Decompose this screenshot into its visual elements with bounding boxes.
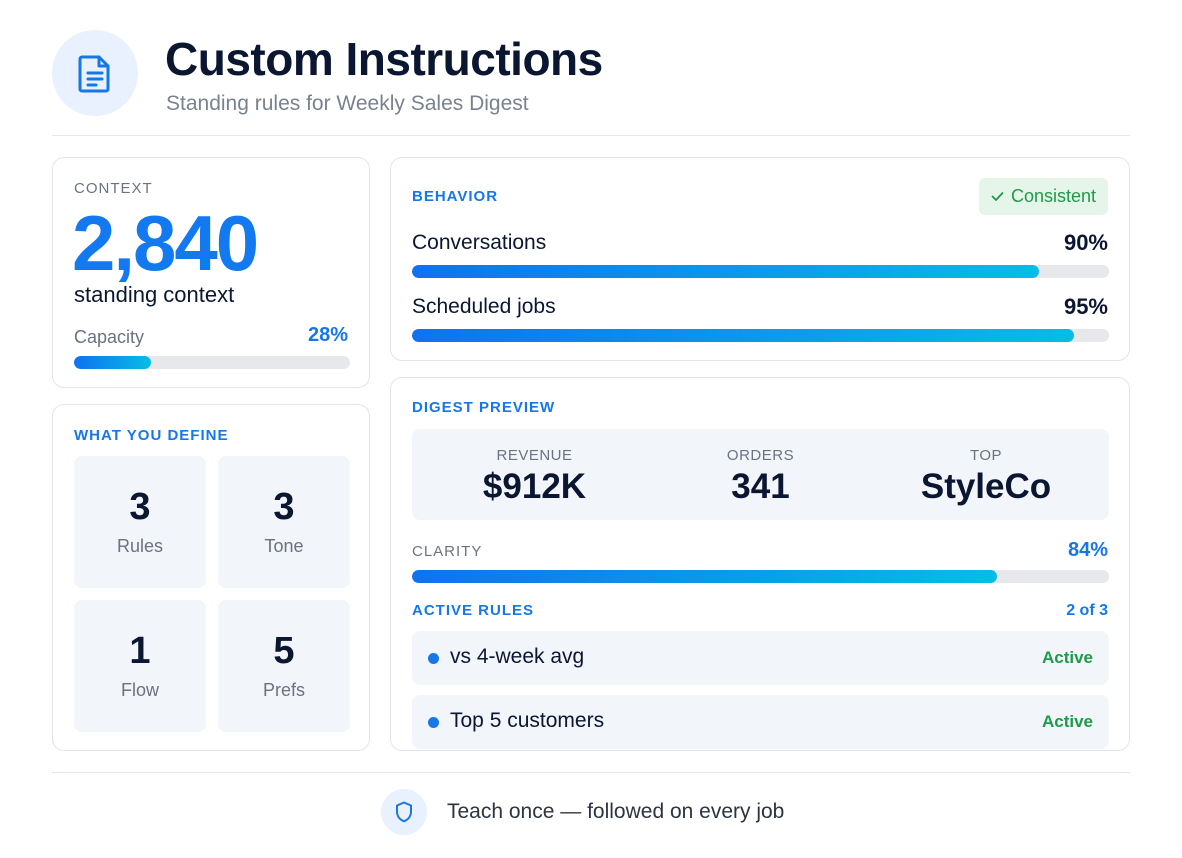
digest-card: DIGEST PREVIEW REVENUE $912K ORDERS 341 …: [390, 377, 1130, 751]
shield-icon: [381, 789, 427, 835]
tile-rules[interactable]: 3 Rules: [74, 456, 206, 588]
consistent-badge: Consistent: [978, 178, 1108, 215]
clarity-bar-fill: [412, 570, 998, 583]
tile-label: Tone: [264, 536, 304, 556]
page-title: Custom Instructions: [165, 33, 603, 85]
bullet-dot-icon: [428, 717, 439, 728]
scheduled-jobs-bar-fill: [412, 329, 1075, 342]
stat-value: $912K: [482, 467, 587, 506]
tile-count: 3: [273, 486, 295, 528]
tile-count: 3: [129, 486, 151, 528]
stat-key: REVENUE: [496, 447, 573, 464]
conversations-bar: [412, 265, 1109, 278]
tile-flow[interactable]: 1 Flow: [74, 600, 206, 732]
rule-status: Active: [1041, 712, 1093, 731]
behavior-row-name: Conversations: [412, 231, 547, 254]
context-label: CONTEXT: [74, 180, 153, 197]
bullet-dot-icon: [428, 653, 439, 664]
rule-text: vs 4-week avg: [450, 645, 585, 668]
behavior-row-name: Scheduled jobs: [412, 295, 556, 318]
clarity-value: 84%: [1067, 539, 1108, 561]
tile-label: Prefs: [262, 680, 305, 700]
capacity-label: Capacity: [74, 327, 145, 347]
tile-count: 5: [273, 630, 295, 672]
clarity-bar: [412, 570, 1109, 583]
rule-status: Active: [1041, 648, 1093, 667]
tile-label: Flow: [120, 680, 159, 700]
define-label: WHAT YOU DEFINE: [74, 427, 229, 444]
scheduled-jobs-bar: [412, 329, 1109, 342]
rule-item[interactable]: vs 4-week avg Active: [412, 631, 1109, 685]
tile-label: Rules: [116, 536, 164, 556]
footer-tagline: Teach once — followed on every job: [447, 800, 785, 823]
context-value: 2,840: [72, 199, 259, 287]
tile-prefs[interactable]: 5 Prefs: [218, 600, 350, 732]
tile-tone[interactable]: 3 Tone: [218, 456, 350, 588]
clarity-label: CLARITY: [412, 543, 483, 560]
behavior-card: BEHAVIOR Consistent Conversations 90% Sc…: [390, 157, 1130, 361]
stat-value: 341: [731, 467, 790, 506]
active-rules-label: ACTIVE RULES: [412, 602, 535, 619]
rule-text: Top 5 customers: [450, 709, 605, 732]
page-header: Custom Instructions Standing rules for W…: [52, 30, 1130, 136]
stat-value: StyleCo: [920, 467, 1052, 506]
page-subtitle: Standing rules for Weekly Sales Digest: [166, 92, 529, 115]
document-icon: [52, 30, 138, 116]
digest-stats: REVENUE $912K ORDERS 341 TOP StyleCo: [412, 429, 1109, 520]
check-icon: [991, 186, 1004, 207]
capacity-bar: [74, 356, 350, 369]
behavior-row-value: 95%: [1063, 294, 1108, 319]
behavior-label: BEHAVIOR: [412, 188, 499, 205]
digest-label: DIGEST PREVIEW: [412, 399, 556, 416]
conversations-bar-fill: [412, 265, 1040, 278]
capacity-bar-fill: [74, 356, 152, 369]
behavior-row-value: 90%: [1063, 230, 1108, 255]
active-rules-count: 2 of 3: [1066, 602, 1108, 619]
define-card: WHAT YOU DEFINE 3 Rules 3 Tone 1 Flow 5 …: [52, 404, 370, 751]
badge-label: Consistent: [1010, 186, 1096, 206]
rule-item[interactable]: Top 5 customers Active: [412, 695, 1109, 749]
tile-count: 1: [129, 630, 151, 672]
context-caption: standing context: [74, 282, 235, 307]
stat-key: TOP: [969, 447, 1003, 464]
footer-divider: [52, 772, 1130, 773]
stat-key: ORDERS: [726, 447, 795, 464]
context-card: CONTEXT 2,840 standing context Capacity …: [52, 157, 370, 388]
capacity-value: 28%: [307, 324, 348, 346]
